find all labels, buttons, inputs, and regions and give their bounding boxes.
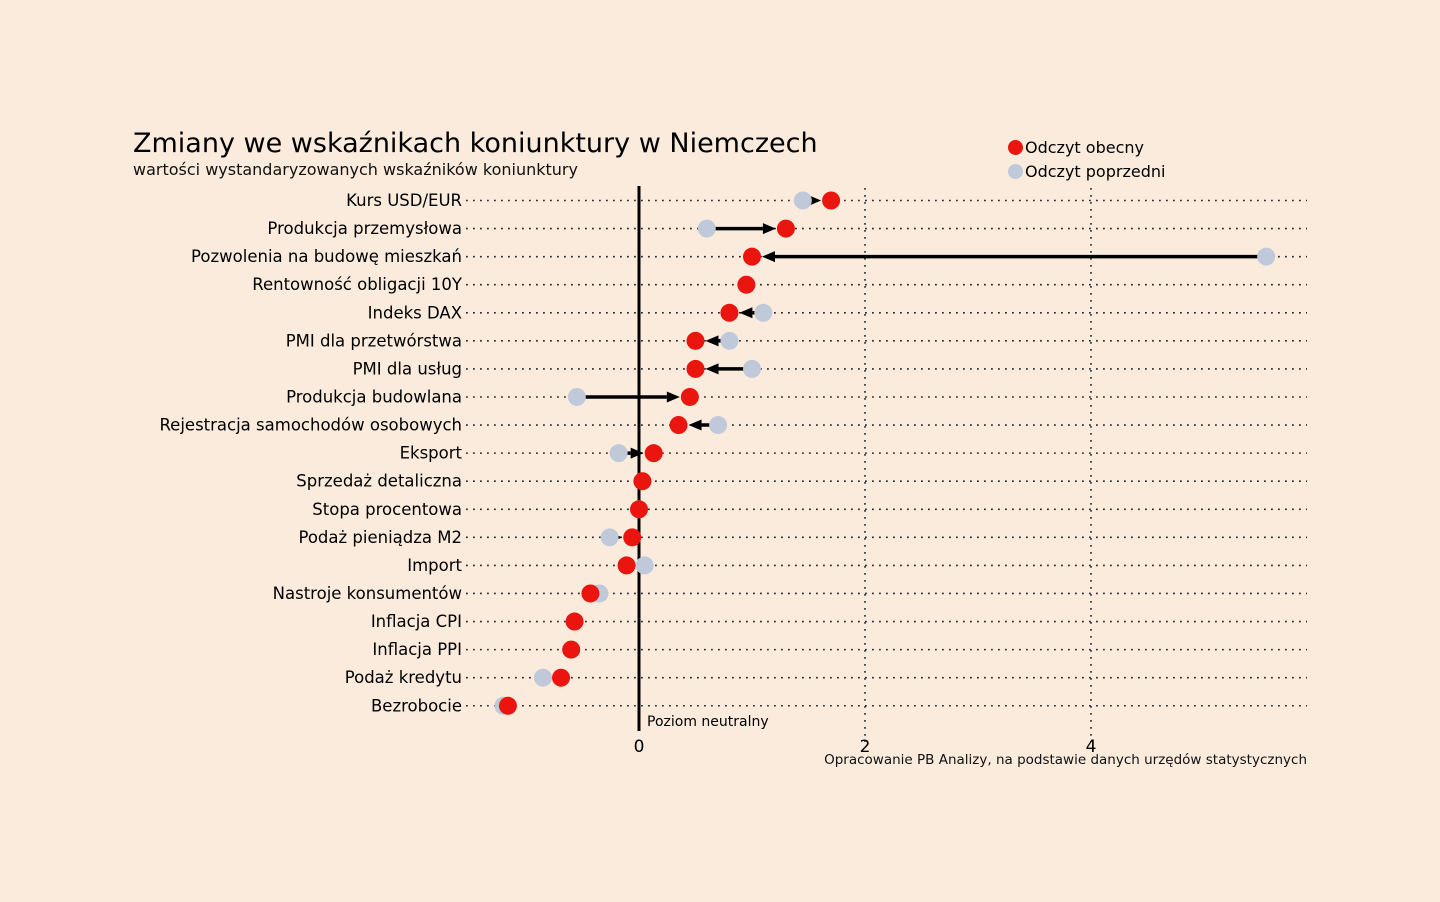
category-label: Stopa procentowa <box>312 500 462 519</box>
change-arrowhead <box>739 307 753 319</box>
dot-current <box>743 247 761 266</box>
chart-subtitle: wartości wystandaryzowanych wskaźników k… <box>133 160 578 179</box>
dot-current <box>720 303 739 322</box>
category-label: Produkcja przemysłowa <box>267 219 462 238</box>
dot-previous <box>793 191 812 210</box>
dot-previous <box>635 556 654 575</box>
dot-current <box>644 444 663 463</box>
legend-item-current: Odczyt obecny <box>1008 135 1165 159</box>
category-label: Eksport <box>400 444 463 463</box>
legend: Odczyt obecny Odczyt poprzedni <box>1008 135 1165 183</box>
change-arrowhead <box>705 335 719 347</box>
dot-current <box>633 472 652 491</box>
x-tick-label: 2 <box>860 737 871 757</box>
change-arrowhead <box>762 251 775 263</box>
dot-current <box>552 668 571 687</box>
category-label: Import <box>407 556 462 575</box>
dot-previous <box>754 303 773 322</box>
category-label: Kurs USD/EUR <box>346 191 462 210</box>
category-label: Podaż kredytu <box>345 668 462 687</box>
dot-current <box>737 275 756 294</box>
change-arrowhead <box>762 223 776 235</box>
dot-current <box>581 584 600 603</box>
dot-current <box>686 331 705 350</box>
category-label: PMI dla usług <box>353 359 462 378</box>
dot-current <box>680 387 699 406</box>
dot-previous <box>709 416 728 435</box>
category-label: Rejestracja samochodów osobowych <box>159 416 462 435</box>
legend-item-previous: Odczyt poprzedni <box>1008 159 1165 183</box>
source-caption: Opracowanie PB Analizy, na podstawie dan… <box>824 752 1307 768</box>
dot-current <box>776 219 795 238</box>
dot-previous <box>609 444 628 463</box>
category-label: Indeks DAX <box>368 303 462 322</box>
category-label: Pozwolenia na budowę mieszkań <box>191 247 462 266</box>
category-label: Inflacja CPI <box>371 612 462 631</box>
dot-current <box>617 556 636 575</box>
neutral-level-label: Poziom neutralny <box>647 714 769 730</box>
change-arrowhead <box>705 363 719 375</box>
legend-previous-label: Odczyt poprzedni <box>1025 161 1166 181</box>
dot-current <box>669 416 688 435</box>
change-arrowhead <box>688 419 702 431</box>
category-label: Rentowność obligacji 10Y <box>252 275 463 294</box>
current-reading-dot-icon <box>1008 139 1023 155</box>
dot-previous <box>720 331 739 350</box>
category-label: Bezrobocie <box>371 696 462 715</box>
dot-current <box>822 191 841 210</box>
chart-title: Zmiany we wskaźnikach koniunktury w Niem… <box>133 128 818 159</box>
x-tick-label: 0 <box>634 737 645 757</box>
dot-previous <box>533 668 552 687</box>
dot-current <box>623 528 642 547</box>
previous-reading-dot-icon <box>1008 163 1023 179</box>
category-label: Nastroje konsumentów <box>273 584 462 603</box>
dot-current <box>630 500 648 519</box>
dot-previous <box>567 387 586 406</box>
category-label: Sprzedaż detaliczna <box>296 472 462 491</box>
change-arrowhead <box>666 391 680 403</box>
category-label: Produkcja budowlana <box>286 387 462 406</box>
x-tick-label: 4 <box>1086 737 1097 757</box>
dot-current <box>686 359 705 378</box>
change-arrowhead <box>630 447 644 459</box>
category-label: Inflacja PPI <box>372 640 462 659</box>
dot-current <box>562 640 581 659</box>
dot-previous <box>697 219 716 238</box>
dot-current <box>565 612 584 631</box>
category-label: PMI dla przetwórstwa <box>286 331 462 350</box>
dot-current <box>498 696 517 715</box>
dot-previous <box>743 359 761 378</box>
category-label: Podaż pieniądza M2 <box>298 528 462 547</box>
dot-previous <box>1257 247 1276 266</box>
dot-previous <box>600 528 619 547</box>
legend-current-label: Odczyt obecny <box>1025 137 1144 157</box>
